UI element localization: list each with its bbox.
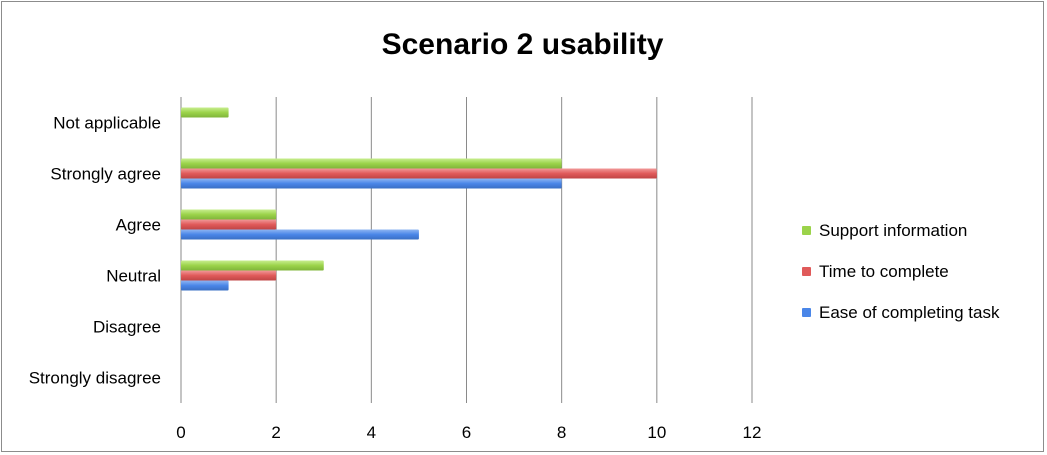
legend-swatch [802, 226, 811, 235]
x-tick-label: 8 [557, 423, 566, 442]
category-label: Neutral [106, 267, 161, 286]
bar [181, 270, 277, 281]
bar [181, 229, 419, 240]
bar [181, 280, 229, 291]
chart-legend: Support information Time to complete Ease … [802, 210, 999, 333]
legend-swatch [802, 308, 811, 317]
category-label: Agree [116, 216, 161, 235]
bar [181, 260, 324, 271]
legend-label: Support information [819, 220, 968, 240]
legend-item: Support information [802, 210, 999, 251]
bar [181, 158, 562, 169]
bar [181, 168, 657, 179]
x-tick-label: 0 [176, 423, 185, 442]
category-label: Not applicable [53, 114, 161, 133]
category-label: Strongly disagree [29, 369, 161, 388]
legend-item: Ease of completing task [802, 292, 999, 333]
x-tick-label: 4 [367, 423, 376, 442]
bar [181, 107, 229, 118]
bar [181, 209, 277, 220]
bar [181, 178, 562, 189]
bar [181, 219, 277, 230]
x-tick-label: 10 [647, 423, 666, 442]
x-tick-label: 6 [462, 423, 471, 442]
legend-item: Time to complete [802, 251, 999, 292]
legend-label: Time to complete [819, 261, 949, 281]
category-label: Disagree [93, 318, 161, 337]
x-tick-label: 12 [743, 423, 762, 442]
x-tick-label: 2 [271, 423, 280, 442]
legend-swatch [802, 267, 811, 276]
chart-title: Scenario 2 usability [381, 28, 664, 61]
legend-label: Ease of completing task [819, 302, 1000, 322]
category-label: Strongly agree [50, 165, 161, 184]
